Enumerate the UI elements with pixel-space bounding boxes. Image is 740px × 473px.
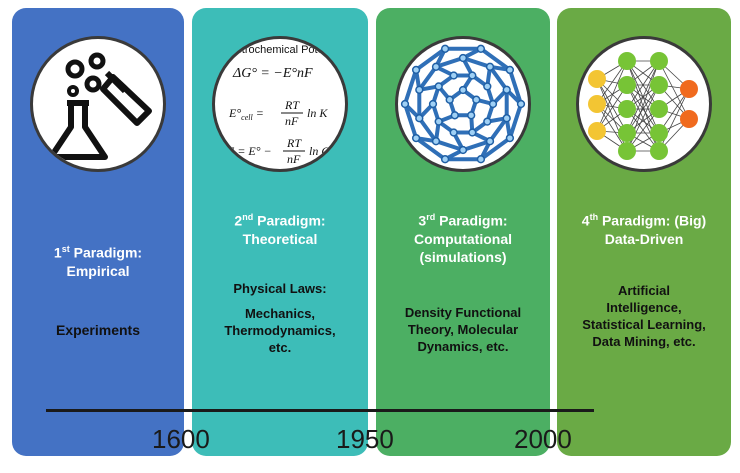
timeline-year-1950: 1950 xyxy=(336,424,394,454)
paradigm-2-description: Physical Laws: Mechanics, Thermodynamics… xyxy=(224,281,336,355)
formula-title: ctrochemical Pote xyxy=(236,44,323,56)
panel-data-driven: 4th Paradigm: (Big) Data-Driven Artifici… xyxy=(557,8,731,456)
panel-theoretical: ctrochemical Pote ΔG° = −E°nF E°cell = R… xyxy=(192,8,368,456)
svg-text:RT: RT xyxy=(284,98,300,112)
svg-text:E°cell =: E°cell = xyxy=(228,106,264,122)
svg-text:RT: RT xyxy=(286,136,302,150)
svg-text:ln Q: ln Q xyxy=(309,144,330,158)
svg-text:nF: nF xyxy=(287,152,301,166)
paradigm-2-heading: 2nd Paradigm: Theoretical xyxy=(234,212,326,247)
timeline-axis xyxy=(46,409,594,412)
svg-text:nF: nF xyxy=(285,114,299,128)
timeline-year-2000: 2000 xyxy=(514,424,572,454)
paradigm-3-heading: 3rd Paradigm: Computational (simulations… xyxy=(414,212,512,265)
paradigm-3-description: Density Functional Theory, Molecular Dyn… xyxy=(404,305,522,354)
paradigm-4-heading: 4th Paradigm: (Big) Data-Driven xyxy=(581,212,707,247)
svg-text:E = E° −: E = E° − xyxy=(226,144,272,158)
paradigm-1-description: Experiments xyxy=(55,322,141,338)
svg-text:ΔG° = −E°nF: ΔG° = −E°nF xyxy=(232,66,313,81)
paradigm-1-heading: 1st Paradigm: Empirical xyxy=(53,244,143,279)
flask-test-tube-icon xyxy=(30,36,166,172)
panel-empirical: 1st Paradigm: Empirical Experiments xyxy=(12,8,184,456)
neural-network-icon xyxy=(576,36,712,172)
fullerene-molecule-icon xyxy=(395,36,531,172)
panel-computational: 3rd Paradigm: Computational (simulations… xyxy=(376,8,550,456)
timeline-year-1600: 1600 xyxy=(152,424,210,454)
electrochemical-equations-icon: ctrochemical Pote ΔG° = −E°nF E°cell = R… xyxy=(212,36,348,172)
paradigm-4-description: Artificial Intelligence, Statistical Lea… xyxy=(582,283,706,349)
svg-text:ln K: ln K xyxy=(307,106,328,120)
